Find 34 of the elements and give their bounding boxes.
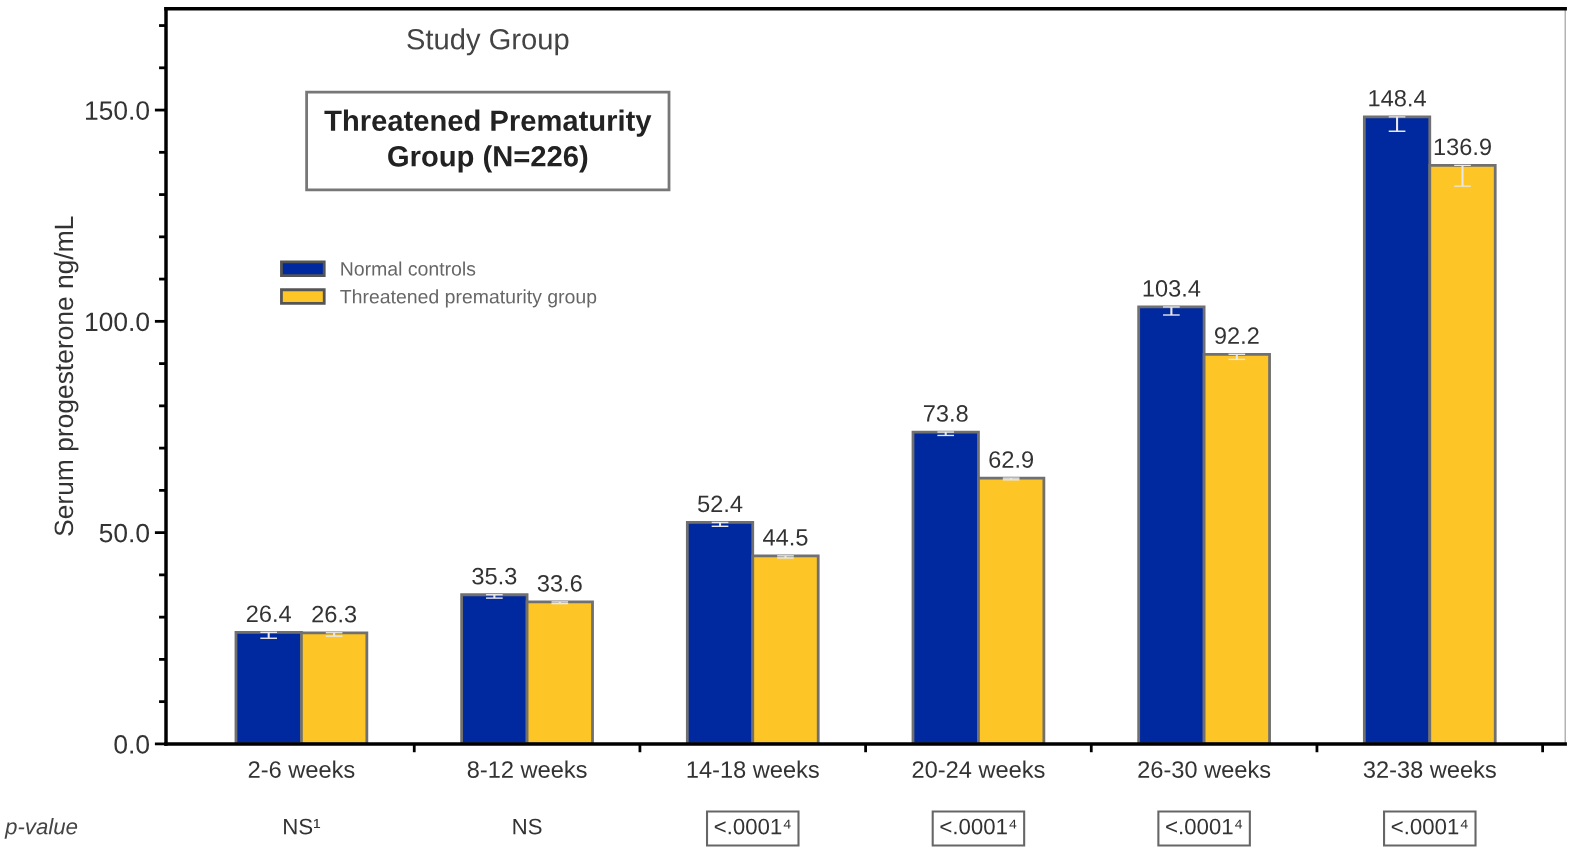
x-tick-label: 8-12 weeks	[467, 760, 587, 778]
y-tick-label: 150.0	[86, 101, 150, 120]
data-label: 73.8	[923, 405, 968, 422]
text: <.0001⁴	[1391, 818, 1468, 835]
x-tick-label: 2-6 weeks	[248, 760, 355, 778]
data-label: 35.3	[472, 567, 517, 585]
legend-label: Threatened prematurity group	[340, 289, 597, 308]
legend-title: Study Group	[407, 28, 569, 56]
data-label: 44.5	[763, 529, 808, 546]
text: p-value	[4, 818, 78, 839]
x-tick-label: 20-24 weeks	[912, 760, 1045, 778]
data-label: 26.4	[246, 605, 291, 623]
text: <.0001⁴	[940, 818, 1017, 835]
data-label: 92.2	[1214, 327, 1259, 345]
data-label: 52.4	[698, 495, 743, 513]
data-label: 62.9	[989, 451, 1034, 468]
y-tick-label: 0.0	[114, 735, 149, 754]
text: NS	[513, 818, 542, 835]
x-tick-label: 14-18 weeks	[687, 760, 819, 778]
data-label: 26.3	[312, 605, 357, 623]
data-label: 148.4	[1369, 89, 1426, 107]
y-axis-title: Serum progesterone ng/mL	[53, 216, 79, 536]
x-tick-label: 26-30 weeks	[1138, 760, 1271, 778]
text: <.0001⁴	[1166, 818, 1243, 835]
text: NS¹	[284, 818, 321, 835]
legend-label: Normal controls	[341, 261, 476, 276]
text: <.0001⁴	[714, 818, 791, 835]
data-label: 136.9	[1434, 138, 1491, 156]
data-label: 103.4	[1143, 280, 1201, 297]
y-tick-label: 50.0	[99, 523, 150, 543]
annotation: Threatened Prematurity Group (N=226)	[324, 109, 652, 173]
y-tick-label: 100.0	[86, 312, 150, 332]
data-label: 33.6	[537, 574, 582, 592]
x-tick-label: 32-38 weeks	[1363, 760, 1496, 778]
